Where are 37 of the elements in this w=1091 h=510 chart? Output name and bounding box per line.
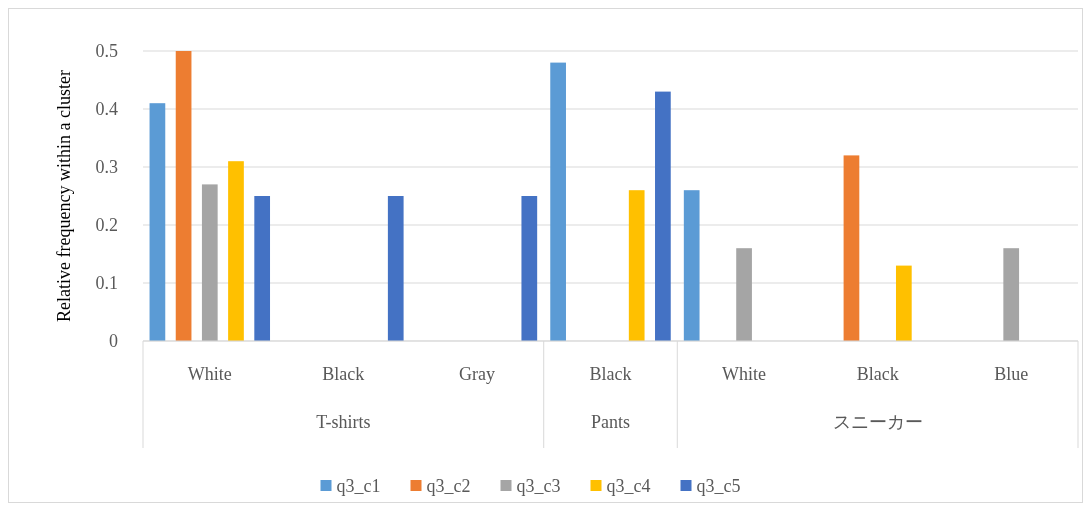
- bar: [628, 190, 645, 341]
- bar: [655, 91, 671, 341]
- bar: [201, 184, 218, 341]
- bar: [843, 155, 860, 341]
- legend-label: q3_c4: [606, 476, 651, 497]
- x-tick-label: White: [722, 364, 767, 384]
- x-tick-label: White: [187, 364, 232, 384]
- x-tick-label: Black: [589, 364, 632, 384]
- y-axis-title: Relative frequency within a cluster: [54, 70, 74, 322]
- bar: [521, 196, 538, 341]
- y-tick-label: 0.2: [95, 215, 118, 236]
- bar: [895, 265, 912, 341]
- legend-label: q3_c2: [426, 476, 471, 497]
- y-tick-label: 0.5: [95, 41, 118, 62]
- bar: [550, 62, 566, 341]
- bar: [254, 196, 271, 341]
- y-tick-label: 0: [109, 331, 118, 352]
- text: Pants: [590, 412, 631, 432]
- y-tick-label: 0.4: [95, 99, 118, 120]
- text: T-shirts: [316, 412, 371, 432]
- legend-label: q3_c1: [336, 476, 381, 497]
- text: スニーカー: [832, 412, 923, 432]
- bar: [228, 161, 244, 341]
- x-tick-label: Black: [856, 364, 899, 384]
- x-tick-label: Blue: [994, 364, 1029, 384]
- y-tick-label: 0.1: [95, 273, 118, 294]
- bar: [736, 248, 752, 341]
- x-tick-label: Gray: [458, 364, 495, 384]
- bar: [387, 196, 404, 341]
- bar: [149, 103, 166, 341]
- bar: [1003, 248, 1020, 341]
- y-tick-label: 0.3: [95, 157, 118, 178]
- bar: [175, 51, 192, 341]
- x-tick-label: Black: [322, 364, 365, 384]
- bar: [683, 190, 700, 341]
- legend-label: q3_c5: [696, 476, 741, 497]
- legend-label: q3_c3: [516, 476, 561, 497]
